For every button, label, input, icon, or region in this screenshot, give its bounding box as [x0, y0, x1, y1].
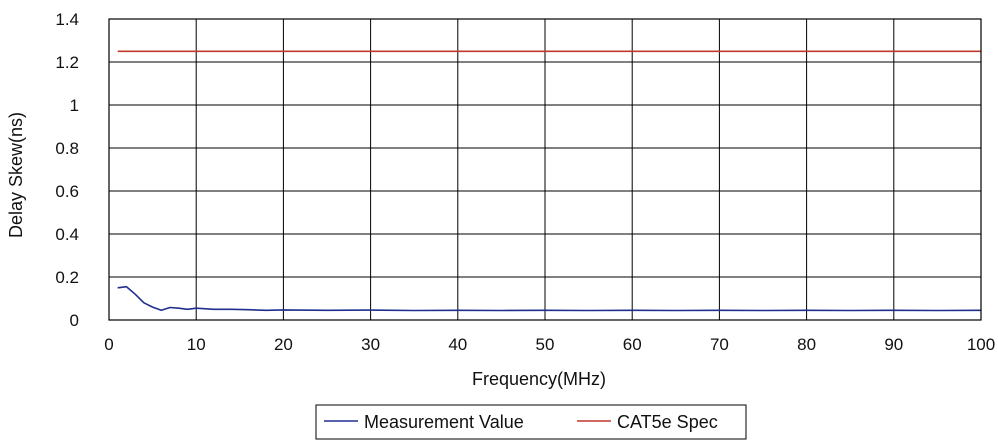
y-tick-label: 0 [70, 311, 79, 330]
x-tick-label: 70 [710, 335, 729, 354]
y-tick-label: 1 [70, 96, 79, 115]
legend: Measurement Value CAT5e Spec [315, 404, 747, 440]
x-tick-label: 50 [536, 335, 555, 354]
x-tick-label: 20 [274, 335, 293, 354]
series-line-measurement [117, 285, 982, 312]
x-tick-label: 90 [884, 335, 903, 354]
x-tick-label: 40 [448, 335, 467, 354]
y-tick-label: 0.4 [55, 225, 79, 244]
y-tick-labels: 0 0.2 0.4 0.6 0.8 1 1.2 1.4 [55, 10, 79, 330]
x-tick-label: 30 [361, 335, 380, 354]
legend-label-measurement: Measurement Value [364, 412, 524, 432]
series-lines [117, 50, 982, 312]
grid [108, 18, 982, 321]
x-axis-title: Frequency(MHz) [472, 369, 606, 389]
x-tick-labels: 0 10 20 30 40 50 60 70 80 90 100 [104, 335, 995, 354]
x-tick-label: 60 [623, 335, 642, 354]
y-tick-label: 1.4 [55, 10, 79, 29]
legend-label-cat5e: CAT5e Spec [617, 412, 718, 432]
y-tick-label: 0.8 [55, 139, 79, 158]
x-tick-label: 80 [797, 335, 816, 354]
y-axis-title: Delay Skew(ns) [6, 112, 26, 238]
y-tick-label: 1.2 [55, 53, 79, 72]
y-tick-label: 0.2 [55, 268, 79, 287]
x-tick-label: 0 [104, 335, 113, 354]
x-tick-label: 10 [187, 335, 206, 354]
y-tick-label: 0.6 [55, 182, 79, 201]
x-tick-label: 100 [967, 335, 995, 354]
plot-area [108, 18, 982, 321]
legend-box [315, 404, 747, 440]
